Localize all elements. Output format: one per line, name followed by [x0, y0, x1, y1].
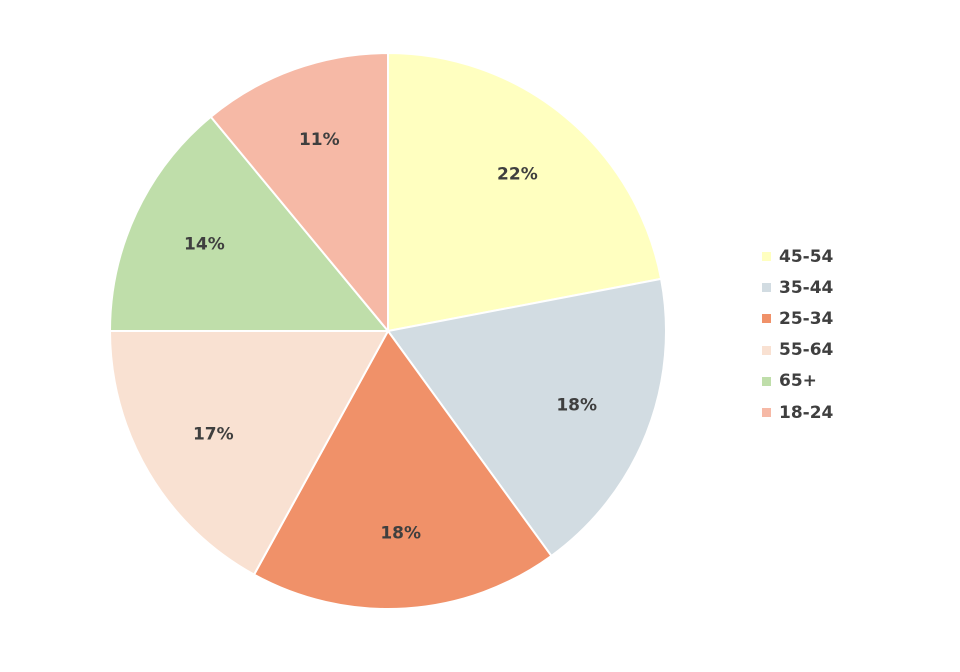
pie-value-labels: 22% 18% 18% 17% 14% 11% [184, 130, 597, 543]
legend-item-45-54: 45-54 [762, 241, 833, 272]
pie-slice-45-54 [387, 52, 663, 332]
legend-label: 45-54 [779, 246, 834, 267]
legend-swatch [762, 283, 771, 293]
legend-swatch [762, 252, 771, 262]
legend-label: 55-64 [779, 340, 834, 361]
slice-value-label-35-44: 18% [556, 396, 597, 416]
legend-swatch [762, 376, 771, 386]
legend-label: 65+ [779, 371, 817, 392]
legend-swatch [762, 345, 771, 355]
pie-slices [109, 52, 667, 610]
chart-legend: 45-54 35-44 25-34 55-64 65+ 18-24 [762, 241, 833, 428]
pie-slice-55-64 [109, 330, 389, 576]
slice-value-label-45-54: 22% [497, 165, 538, 185]
legend-item-55-64: 55-64 [762, 335, 833, 366]
legend-item-65plus: 65+ [762, 366, 833, 397]
legend-label: 35-44 [779, 277, 834, 298]
pie-slice-18-24 [209, 52, 389, 332]
legend-swatch [762, 314, 771, 324]
slice-value-label-65plus: 14% [184, 235, 225, 255]
pie-slice-35-44 [387, 277, 667, 557]
slice-value-label-25-34: 18% [380, 524, 421, 544]
slice-value-label-18-24: 11% [299, 130, 340, 150]
legend-item-25-34: 25-34 [762, 303, 833, 334]
pie-slice-25-34 [253, 330, 553, 610]
pie-slice-65plus [109, 115, 389, 332]
legend-label: 25-34 [779, 308, 834, 329]
legend-swatch [762, 408, 771, 418]
legend-label: 18-24 [779, 402, 834, 423]
legend-item-35-44: 35-44 [762, 272, 833, 303]
slice-value-label-55-64: 17% [193, 424, 234, 444]
legend-item-18-24: 18-24 [762, 397, 833, 428]
